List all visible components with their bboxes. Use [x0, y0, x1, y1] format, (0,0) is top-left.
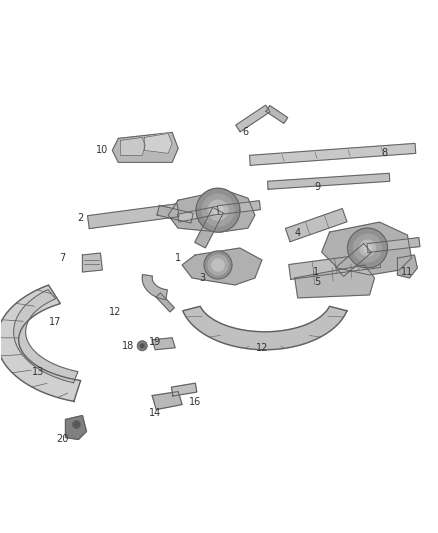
Polygon shape: [144, 133, 172, 154]
Polygon shape: [112, 132, 178, 163]
Polygon shape: [120, 138, 145, 155]
Polygon shape: [204, 251, 232, 279]
Polygon shape: [289, 253, 381, 279]
Polygon shape: [208, 255, 228, 275]
Circle shape: [137, 341, 147, 351]
Text: 9: 9: [314, 182, 321, 192]
Polygon shape: [218, 201, 261, 215]
Polygon shape: [156, 293, 174, 312]
Polygon shape: [195, 207, 223, 248]
Polygon shape: [295, 265, 374, 298]
Text: 13: 13: [32, 367, 45, 377]
Text: 18: 18: [122, 341, 134, 351]
Polygon shape: [82, 253, 102, 272]
Polygon shape: [66, 416, 86, 439]
Polygon shape: [336, 244, 371, 277]
Polygon shape: [348, 228, 388, 268]
Text: 16: 16: [189, 397, 201, 407]
Text: 19: 19: [149, 337, 161, 347]
Text: 20: 20: [57, 434, 69, 445]
Text: 8: 8: [381, 148, 388, 158]
Polygon shape: [14, 289, 78, 383]
Text: 11: 11: [401, 267, 413, 277]
Polygon shape: [0, 285, 81, 401]
Text: 10: 10: [96, 146, 109, 155]
Polygon shape: [152, 338, 175, 350]
Text: 12: 12: [109, 307, 121, 317]
Text: 17: 17: [49, 317, 62, 327]
Polygon shape: [88, 204, 179, 229]
Polygon shape: [236, 105, 270, 132]
Polygon shape: [353, 234, 381, 262]
Text: 3: 3: [199, 273, 205, 283]
Text: 5: 5: [314, 277, 321, 287]
Circle shape: [140, 343, 145, 348]
Text: 1: 1: [175, 253, 181, 263]
Polygon shape: [208, 200, 228, 220]
Polygon shape: [157, 205, 193, 223]
Polygon shape: [142, 274, 167, 300]
Polygon shape: [171, 383, 197, 396]
Polygon shape: [196, 188, 240, 232]
Polygon shape: [152, 392, 182, 409]
Polygon shape: [183, 306, 347, 350]
Text: 4: 4: [295, 228, 301, 238]
Text: 6: 6: [243, 127, 249, 138]
Polygon shape: [168, 190, 255, 232]
Polygon shape: [266, 106, 288, 123]
Text: 1: 1: [313, 267, 319, 277]
Text: 2: 2: [78, 213, 84, 223]
Polygon shape: [212, 259, 224, 271]
Polygon shape: [364, 244, 371, 252]
Circle shape: [72, 421, 81, 429]
Polygon shape: [177, 206, 219, 222]
Polygon shape: [360, 240, 375, 256]
Polygon shape: [182, 248, 262, 285]
Polygon shape: [286, 208, 347, 241]
Text: 12: 12: [256, 343, 268, 353]
Polygon shape: [397, 255, 417, 278]
Polygon shape: [321, 222, 411, 275]
Text: 14: 14: [149, 408, 161, 417]
Polygon shape: [202, 194, 234, 226]
Polygon shape: [213, 205, 223, 215]
Text: 7: 7: [60, 253, 66, 263]
Polygon shape: [268, 173, 390, 189]
Polygon shape: [250, 143, 416, 165]
Polygon shape: [367, 238, 420, 253]
